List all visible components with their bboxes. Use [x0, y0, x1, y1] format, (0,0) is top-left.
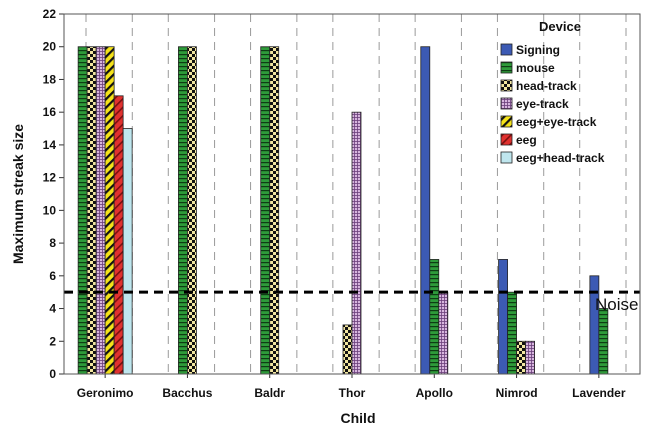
legend-swatch — [500, 79, 513, 92]
y-tick-label: 18 — [43, 72, 57, 86]
bar-eye-track-apollo — [438, 291, 449, 375]
x-tick-label: Geronimo — [77, 386, 134, 400]
legend-label: head-track — [516, 79, 577, 93]
bar-eye-track-nimrod — [525, 340, 535, 375]
y-tick-label: 4 — [49, 302, 56, 316]
y-tick-label: 20 — [43, 40, 57, 54]
legend-swatch — [500, 151, 513, 164]
bars — [77, 46, 609, 375]
x-tick-label: Thor — [339, 386, 366, 400]
legend-label: Signing — [516, 43, 560, 57]
y-tick-label: 6 — [49, 269, 56, 283]
legend-label: eeg+eye-track — [516, 115, 597, 129]
legend-label: eye-track — [516, 97, 569, 111]
x-axis: Geronimo Bacchus Baldr Thor Apollo Nimrod Lave… — [77, 374, 626, 400]
y-tick-label: 10 — [43, 203, 57, 217]
bar-eeg-eye-track-geronimo — [104, 46, 115, 375]
noise-label: Noise — [595, 295, 638, 314]
legend-label: eeg — [516, 133, 537, 147]
y-tick-label: 22 — [43, 7, 57, 21]
bar-mouse-lavender — [598, 308, 609, 375]
legend-swatch — [500, 43, 513, 56]
bar-head-track-nimrod — [516, 340, 526, 375]
bar-eeg-geronimo — [113, 95, 124, 375]
x-tick-label: Nimrod — [496, 386, 538, 400]
y-axis-title: Maximum streak size — [10, 124, 26, 264]
x-tick-label: Apollo — [416, 386, 453, 400]
x-tick-label: Baldr — [254, 386, 285, 400]
legend-swatch — [500, 133, 513, 146]
x-axis-title: Child — [341, 410, 376, 426]
y-tick-label: 2 — [49, 334, 56, 348]
bar-head-track-thor — [342, 324, 353, 375]
y-tick-label: 0 — [49, 367, 56, 381]
legend-label: mouse — [516, 61, 555, 75]
y-tick-label: 12 — [43, 171, 57, 185]
bar-signing-nimrod — [498, 259, 508, 375]
bar-head-track-bacchus — [187, 46, 197, 375]
bar-mouse-nimrod — [507, 291, 517, 375]
bar-eye-track-geronimo — [95, 46, 106, 375]
plot-frame — [63, 13, 641, 375]
legend-swatch — [500, 115, 513, 128]
bar-eeg-head-track-geronimo — [122, 128, 133, 375]
legend-title: Device — [539, 19, 581, 34]
bar-mouse-baldr — [260, 46, 271, 375]
y-tick-label: 14 — [43, 138, 57, 152]
bar-head-track-baldr — [269, 46, 280, 375]
legend-swatch — [500, 61, 513, 74]
bar-mouse-bacchus — [178, 46, 188, 375]
x-tick-label: Bacchus — [162, 386, 212, 400]
bar-mouse-apollo — [429, 259, 440, 375]
legend: Device Signing mouse head-track eye-track ee… — [500, 19, 605, 165]
bar-head-track-geronimo — [86, 46, 97, 375]
y-tick-label: 8 — [49, 236, 56, 250]
legend-label: eeg+head-track — [516, 151, 605, 165]
x-tick-label: Lavender — [572, 386, 626, 400]
bar-signing-apollo — [420, 46, 431, 375]
bar-signing-lavender — [589, 275, 600, 375]
y-tick-label: 16 — [43, 105, 57, 119]
bar-eye-track-thor — [351, 111, 362, 375]
y-axis: 0 2 4 6 8 10 12 14 16 18 20 22 — [43, 7, 64, 381]
bar-mouse-geronimo — [77, 46, 88, 375]
legend-swatch — [500, 97, 513, 110]
